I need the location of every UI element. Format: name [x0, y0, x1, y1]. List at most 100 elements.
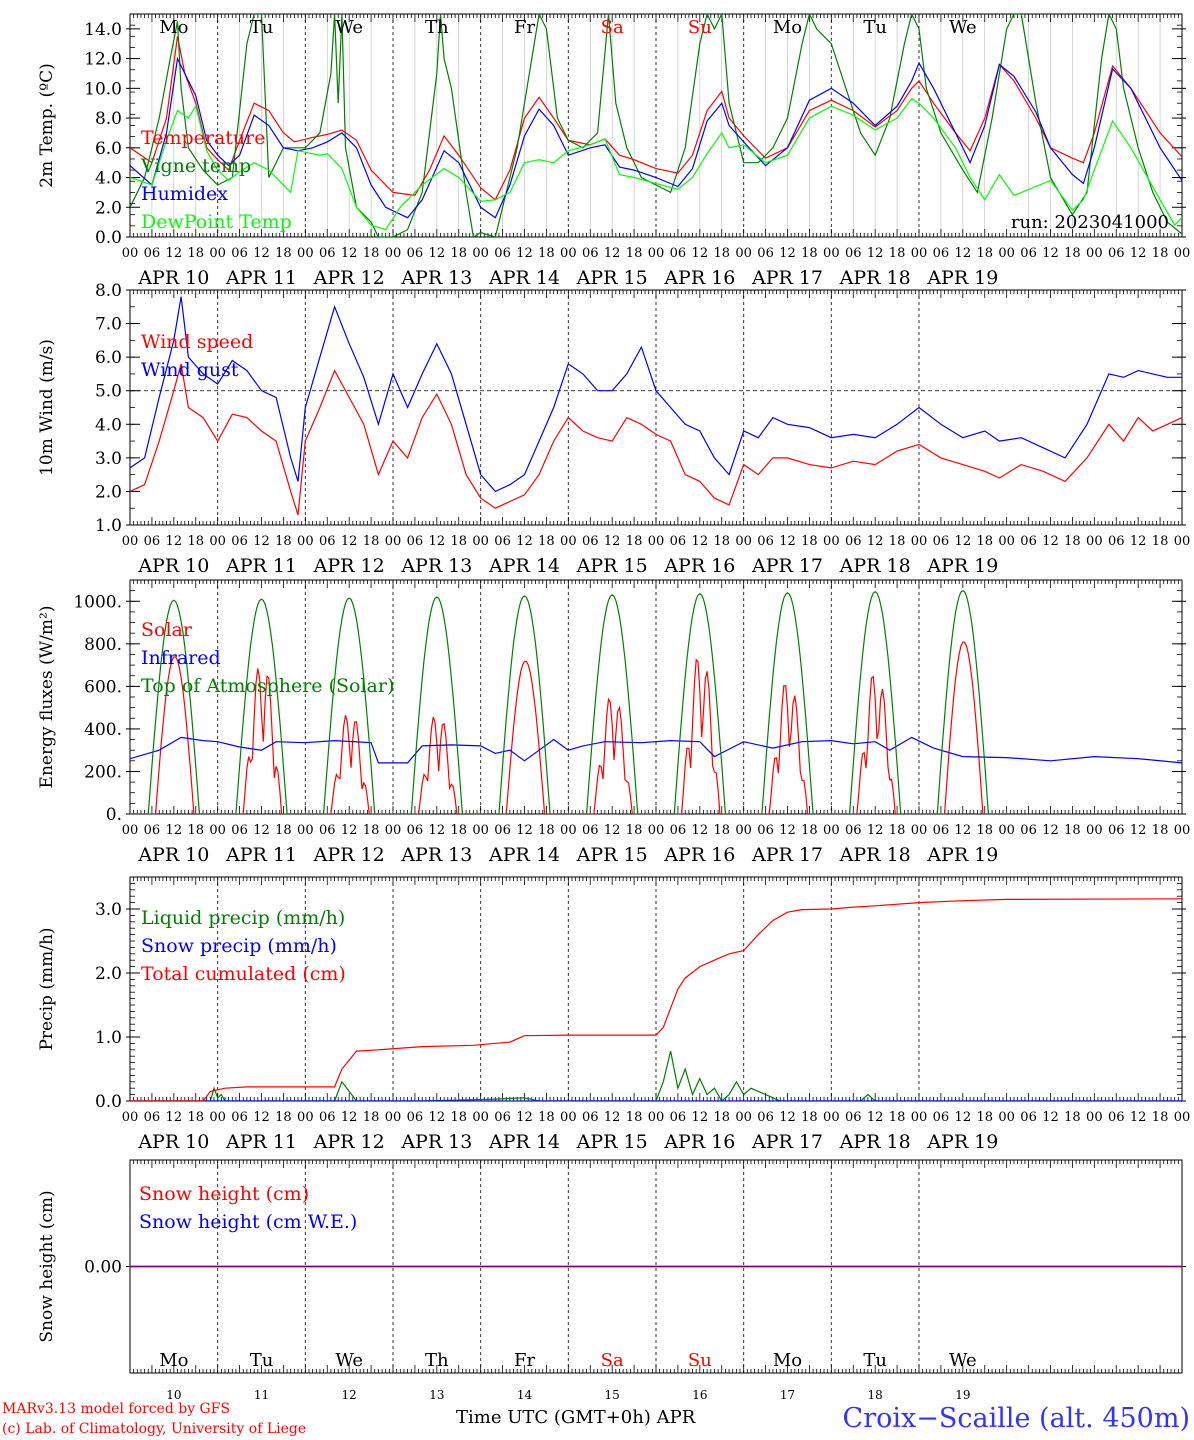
weekday-label: Tu — [863, 1350, 887, 1371]
x-hour-label: 18 — [363, 534, 380, 549]
x-hour-label: 12 — [341, 1110, 358, 1125]
x-date-label: APR 19 — [926, 1131, 998, 1153]
x-hour-label: 12 — [779, 1110, 796, 1125]
x-day-number: 19 — [955, 1388, 970, 1402]
x-hour-label: 12 — [516, 534, 533, 549]
y-tick-label: 800. — [84, 635, 122, 655]
x-date-label: APR 11 — [225, 1131, 297, 1153]
x-hour-label: 18 — [801, 246, 818, 261]
x-hour-label: 12 — [955, 534, 972, 549]
y-tick-label: 0.00 — [84, 1258, 122, 1278]
legend-entry: Infrared — [141, 647, 221, 669]
y-tick-label: 10.0 — [84, 79, 122, 99]
x-hour-label: 12 — [166, 1110, 183, 1125]
x-date-label: APR 10 — [137, 1131, 209, 1153]
legend-entry: Liquid precip (mm/h) — [141, 907, 345, 929]
x-date-label: APR 19 — [926, 555, 998, 577]
x-hour-label: 12 — [604, 534, 621, 549]
y-tick-label: 14.0 — [84, 20, 122, 40]
legend-entry: Top of Atmosphere (Solar) — [141, 675, 394, 697]
x-hour-label: 12 — [166, 534, 183, 549]
x-hour-label: 06 — [845, 1110, 862, 1125]
x-hour-label: 12 — [1130, 823, 1147, 838]
x-date-label: APR 18 — [839, 267, 911, 289]
x-hour-label: 00 — [122, 823, 139, 838]
y-tick-label: 3.0 — [95, 449, 122, 469]
y-tick-label: 600. — [84, 677, 122, 697]
x-hour-label: 12 — [867, 1110, 884, 1125]
x-hour-label: 18 — [450, 534, 467, 549]
x-hour-label: 18 — [801, 1110, 818, 1125]
x-hour-label: 18 — [889, 534, 906, 549]
x-hour-label: 12 — [253, 534, 270, 549]
x-date-label: APR 13 — [400, 1131, 472, 1153]
y-axis-title: Precip (mm/h) — [37, 927, 57, 1050]
x-date-label: APR 13 — [400, 844, 472, 866]
legend-entry: Snow height (cm) — [139, 1183, 309, 1205]
x-date-label: APR 14 — [488, 267, 560, 289]
x-hour-label: 18 — [976, 823, 993, 838]
x-hour-label: 00 — [998, 246, 1015, 261]
x-hour-label: 12 — [1130, 1110, 1147, 1125]
legend-entry: Total cumulated (cm) — [141, 963, 346, 985]
x-hour-label: 00 — [911, 534, 928, 549]
series-line-wind-gust — [130, 296, 1182, 493]
y-tick-label: 12.0 — [84, 50, 122, 70]
x-hour-label: 00 — [823, 534, 840, 549]
x-hour-label: 18 — [450, 823, 467, 838]
x-hour-label: 18 — [889, 1110, 906, 1125]
x-hour-label: 18 — [363, 1110, 380, 1125]
x-hour-label: 12 — [779, 534, 796, 549]
x-hour-label: 18 — [1064, 246, 1081, 261]
x-hour-label: 18 — [275, 534, 292, 549]
x-hour-label: 12 — [1130, 534, 1147, 549]
x-hour-label: 00 — [911, 246, 928, 261]
weekday-label: Mo — [773, 17, 802, 38]
x-day-number: 18 — [868, 1388, 883, 1402]
y-tick-label: 8.0 — [95, 109, 122, 129]
y-tick-label: 1000. — [73, 592, 122, 612]
x-day-number: 10 — [166, 1388, 181, 1402]
x-hour-label: 12 — [779, 823, 796, 838]
x-axis-title: Time UTC (GMT+0h) APR — [456, 1407, 696, 1428]
y-tick-label: 7.0 — [95, 315, 122, 335]
x-hour-label: 12 — [253, 823, 270, 838]
x-hour-label: 00 — [297, 246, 314, 261]
x-hour-label: 00 — [1174, 534, 1191, 549]
x-hour-label: 12 — [429, 1110, 446, 1125]
x-date-label: APR 15 — [576, 1131, 648, 1153]
x-hour-label: 12 — [779, 246, 796, 261]
panels-layer: 0.0 2.0 4.0 6.0 8.0 10.0 12.0 14.0 2m Temp. (ºC)… — [37, 13, 1191, 1402]
y-tick-label: 6.0 — [95, 139, 122, 159]
x-date-label: APR 13 — [400, 555, 472, 577]
x-hour-label: 00 — [648, 534, 665, 549]
x-hour-label: 12 — [692, 823, 709, 838]
x-hour-label: 00 — [823, 246, 840, 261]
x-hour-label: 12 — [516, 823, 533, 838]
credits-lab: (c) Lab. of Climatology, University of L… — [2, 1421, 306, 1437]
x-date-label: APR 11 — [225, 844, 297, 866]
x-hour-label: 00 — [297, 534, 314, 549]
x-hour-label: 06 — [933, 1110, 950, 1125]
x-date-label: APR 11 — [225, 267, 297, 289]
x-hour-label: 18 — [626, 246, 643, 261]
x-hour-label: 06 — [231, 246, 248, 261]
x-hour-label: 18 — [538, 534, 555, 549]
x-date-label: APR 14 — [488, 1131, 560, 1153]
x-hour-label: 00 — [823, 823, 840, 838]
x-date-label: APR 12 — [313, 844, 385, 866]
x-hour-label: 06 — [757, 534, 774, 549]
x-hour-label: 00 — [1086, 823, 1103, 838]
x-date-label: APR 12 — [313, 1131, 385, 1153]
x-hour-label: 06 — [1020, 534, 1037, 549]
x-date-label: APR 12 — [313, 555, 385, 577]
x-date-label: APR 10 — [137, 267, 209, 289]
x-hour-label: 06 — [231, 534, 248, 549]
x-day-number: 15 — [605, 1388, 620, 1402]
y-tick-label: 2.0 — [95, 198, 122, 218]
x-hour-label: 00 — [385, 534, 402, 549]
x-day-number: 11 — [254, 1388, 269, 1402]
x-hour-label: 00 — [122, 1110, 139, 1125]
x-hour-label: 00 — [1174, 1110, 1191, 1125]
series-line-vigne-temp — [130, 14, 1182, 237]
